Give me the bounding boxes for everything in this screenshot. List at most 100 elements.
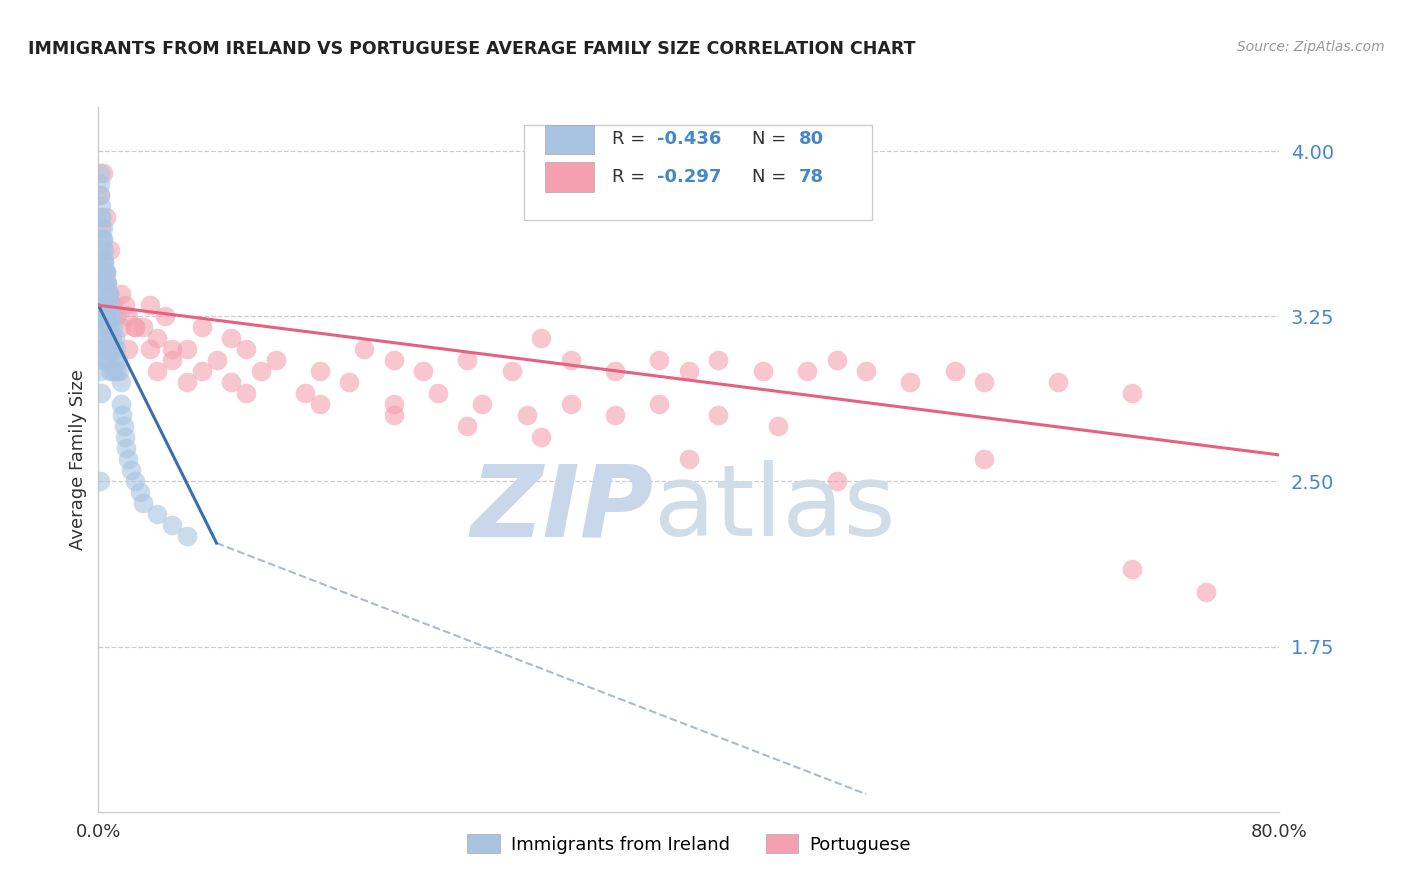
Point <box>103 298 125 312</box>
Point <box>752 364 775 378</box>
Point <box>93 265 115 279</box>
Point <box>96 277 118 291</box>
Point <box>94 265 117 279</box>
Point <box>110 320 132 334</box>
Point <box>96 320 118 334</box>
Point <box>94 277 117 291</box>
Point <box>146 364 169 378</box>
Point <box>117 310 139 324</box>
Point <box>96 277 118 291</box>
Point <box>91 310 114 324</box>
Point <box>97 287 120 301</box>
Point <box>707 353 730 368</box>
Point <box>91 243 114 257</box>
Point <box>250 364 273 378</box>
Point <box>648 353 671 368</box>
Point <box>117 343 139 357</box>
Point <box>108 364 131 378</box>
Text: 80: 80 <box>799 130 824 148</box>
Text: -0.436: -0.436 <box>657 130 721 148</box>
Point <box>90 277 112 291</box>
Point <box>89 364 111 378</box>
Point <box>97 331 120 345</box>
Point <box>139 298 162 312</box>
Point <box>107 353 129 368</box>
Point <box>124 475 146 489</box>
Point <box>105 364 128 378</box>
Point <box>96 343 118 357</box>
Point <box>97 287 120 301</box>
Point <box>120 463 142 477</box>
Point <box>93 277 115 291</box>
Point <box>501 364 523 378</box>
Point <box>103 343 125 357</box>
Point <box>93 320 115 334</box>
Point <box>91 265 114 279</box>
Text: N =: N = <box>752 130 792 148</box>
Point <box>91 232 114 246</box>
Point <box>97 310 120 324</box>
Point <box>94 265 117 279</box>
Point <box>97 287 120 301</box>
Point <box>146 331 169 345</box>
Point <box>707 409 730 423</box>
Point <box>94 310 117 324</box>
Text: R =: R = <box>612 130 651 148</box>
Point <box>89 243 111 257</box>
Point <box>221 376 243 390</box>
Point <box>110 397 132 411</box>
Point <box>89 166 111 180</box>
Text: IMMIGRANTS FROM IRELAND VS PORTUGUESE AVERAGE FAMILY SIZE CORRELATION CHART: IMMIGRANTS FROM IRELAND VS PORTUGUESE AV… <box>28 40 915 58</box>
Point <box>114 298 136 312</box>
FancyBboxPatch shape <box>546 125 595 154</box>
Point <box>94 331 117 345</box>
Point <box>111 409 134 423</box>
Point <box>973 376 995 390</box>
Point <box>162 353 183 368</box>
Point <box>91 331 114 345</box>
Point <box>153 310 176 324</box>
Point <box>112 419 135 434</box>
Point <box>678 452 700 467</box>
Point <box>89 310 111 324</box>
Point <box>191 320 214 334</box>
Point <box>205 353 228 368</box>
Point <box>678 364 700 378</box>
Point <box>110 287 132 301</box>
Point <box>89 475 111 489</box>
Point <box>89 177 111 191</box>
Point <box>530 331 553 345</box>
Point <box>605 364 627 378</box>
Point <box>191 364 214 378</box>
Point <box>162 343 183 357</box>
Point <box>93 298 115 312</box>
Text: atlas: atlas <box>654 460 896 558</box>
Point <box>90 320 112 334</box>
Point <box>103 320 125 334</box>
Point <box>1121 386 1143 401</box>
Point <box>264 353 287 368</box>
Point <box>94 210 117 224</box>
Point <box>124 320 146 334</box>
Point <box>516 409 538 423</box>
Text: 78: 78 <box>799 168 824 186</box>
Point <box>90 210 112 224</box>
Point <box>114 430 136 444</box>
Point <box>128 485 150 500</box>
Legend: Immigrants from Ireland, Portuguese: Immigrants from Ireland, Portuguese <box>458 825 920 863</box>
Text: Source: ZipAtlas.com: Source: ZipAtlas.com <box>1237 40 1385 54</box>
Text: R =: R = <box>612 168 651 186</box>
Text: ZIP: ZIP <box>471 460 654 558</box>
Point <box>90 386 112 401</box>
Point <box>382 409 405 423</box>
Point <box>176 529 198 543</box>
Point <box>471 397 494 411</box>
Point <box>90 254 112 268</box>
Point <box>132 320 155 334</box>
Point <box>105 310 128 324</box>
Point <box>309 397 332 411</box>
Point <box>796 364 818 378</box>
Point <box>176 376 198 390</box>
Point <box>235 386 257 401</box>
Point <box>103 364 125 378</box>
